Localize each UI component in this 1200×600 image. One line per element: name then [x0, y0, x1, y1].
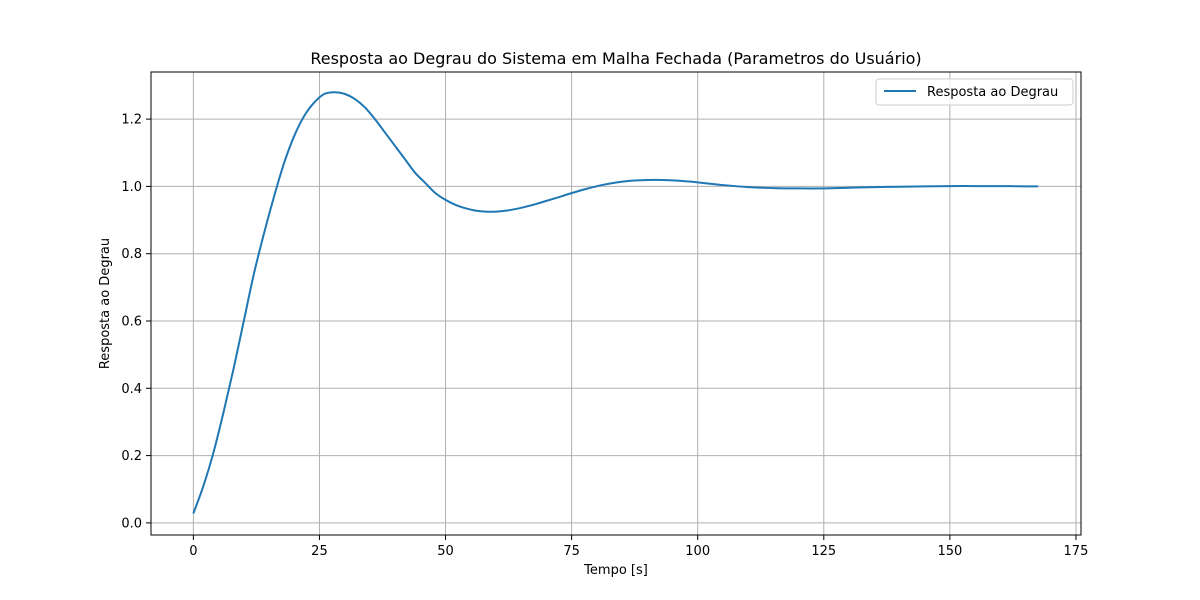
- x-axis-ticks: 0 25 50 75 100 125 150 175: [189, 535, 1088, 559]
- x-tick-label: 75: [563, 544, 580, 559]
- legend-entry-resposta-ao-degrau: Resposta ao Degrau: [927, 85, 1058, 100]
- legend: Resposta ao Degrau: [875, 78, 1074, 106]
- y-axis-ticks: 0.0 0.2 0.4 0.6 0.8 1.0 1.2: [121, 113, 151, 531]
- x-tick-label: 50: [437, 544, 454, 559]
- grid-lines: [151, 72, 1081, 535]
- y-tick-label: 1.0: [121, 180, 142, 195]
- y-tick-label: 1.2: [121, 113, 142, 128]
- x-tick-label: 150: [937, 544, 962, 559]
- plot-area-frame: [150, 71, 1082, 536]
- y-tick-label: 0.2: [121, 449, 142, 464]
- y-tick-label: 0.0: [121, 516, 142, 531]
- x-tick-label: 25: [311, 544, 328, 559]
- x-tick-label: 0: [189, 544, 197, 559]
- x-tick-label: 100: [685, 544, 710, 559]
- x-tick-label: 125: [811, 544, 836, 559]
- chart-title: Resposta ao Degrau do Sistema em Malha F…: [310, 49, 921, 68]
- y-tick-label: 0.8: [121, 247, 142, 262]
- y-axis-label: Resposta ao Degrau: [98, 238, 113, 369]
- y-tick-label: 0.6: [121, 314, 142, 329]
- y-tick-label: 0.4: [121, 382, 142, 397]
- series-line-resposta-ao-degrau: [192, 91, 1039, 514]
- x-tick-label: 175: [1064, 544, 1089, 559]
- legend-box: [875, 78, 1074, 106]
- x-axis-label: Tempo [s]: [583, 563, 648, 578]
